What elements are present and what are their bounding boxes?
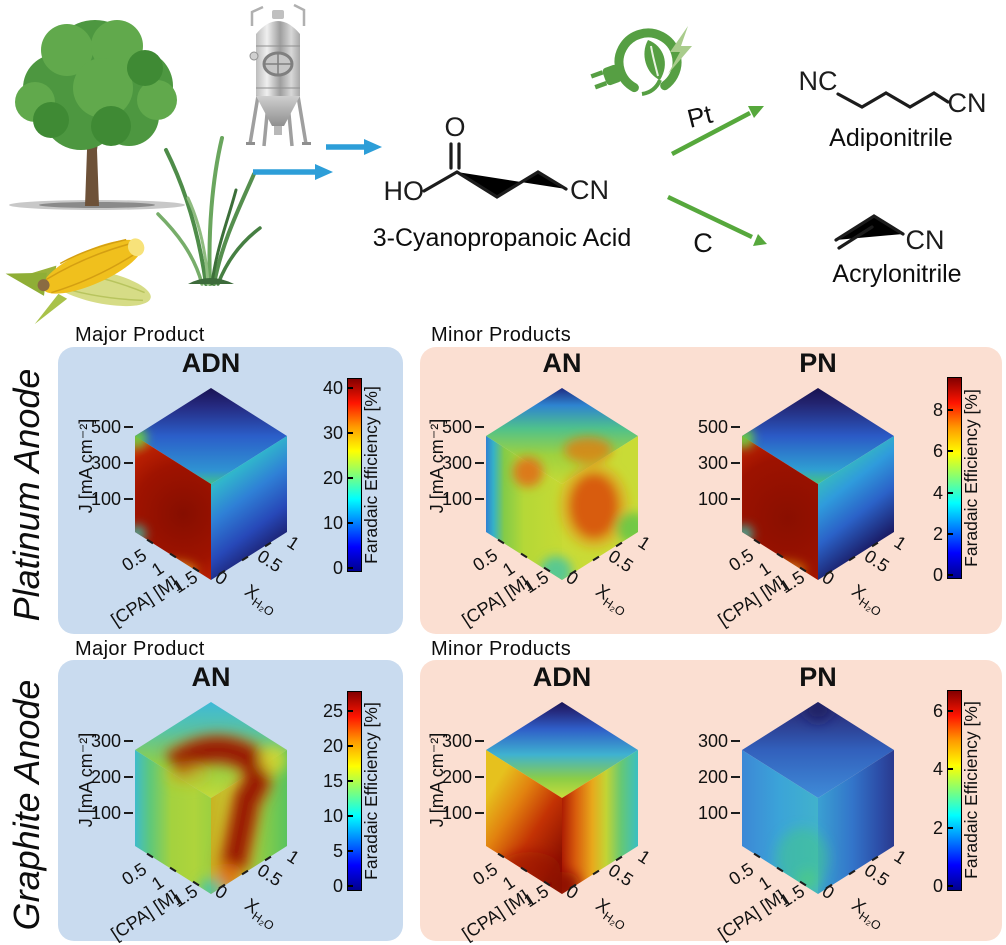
plot-pt-an: AN <box>412 348 682 630</box>
process-arrow-icon <box>253 139 382 180</box>
cpa-structure <box>422 142 568 199</box>
j-tick: 200 <box>90 767 121 787</box>
ho-label: HO <box>384 176 425 206</box>
colorbar-tick: 2 <box>932 818 943 838</box>
j-tick: 100 <box>441 489 472 509</box>
adiponitrile-structure <box>836 91 950 109</box>
j-tick: 200 <box>697 767 728 787</box>
j-tick: 100 <box>90 803 121 823</box>
acrylonitrile-structure <box>834 214 905 250</box>
biomass-to-nitriles-scheme: HO O CN 3-Cyanopropanoic Acid Pt C NC CN… <box>5 3 987 325</box>
plot-gr-adn: ADN <box>412 662 682 944</box>
colorbar-tick: 10 <box>322 806 343 826</box>
colorbar-tick: 30 <box>322 423 343 443</box>
colorbar-gr-minor: 6 4 2 0 Faradaic Efficiency [%] <box>917 690 1006 905</box>
j-axis-label: J [mA cm⁻²] <box>76 732 96 828</box>
acrylonitrile-name: Acrylonitrile <box>832 260 961 288</box>
tree-icon <box>9 20 185 210</box>
row-label-graphite-anode: Graphite Anode <box>6 679 47 931</box>
colorbar-gradient <box>947 377 962 579</box>
plot-gr-an: AN <box>61 662 331 944</box>
colorbar-tick: 0 <box>932 565 943 585</box>
plot-pt-pn: PN <box>668 348 938 630</box>
cpa-name: 3-Cyanopropanoic Acid <box>373 224 632 252</box>
colorbar-tick: 2 <box>932 524 943 544</box>
colorbar-label: Faradaic Efficiency [%] <box>961 701 981 879</box>
colorbar-tick: 8 <box>932 400 943 420</box>
colorbar-tick: 0 <box>932 876 943 896</box>
j-tick: 300 <box>441 453 472 473</box>
colorbar-tick: 4 <box>932 759 943 779</box>
j-tick: 500 <box>441 417 472 437</box>
j-axis-label: J [mA cm⁻²] <box>427 418 447 514</box>
fermenter-icon <box>246 3 311 147</box>
colorbar-label: Faradaic Efficiency [%] <box>361 702 381 880</box>
j-tick: 100 <box>441 803 472 823</box>
j-tick: 100 <box>697 489 728 509</box>
cn-label: CN <box>570 175 609 205</box>
plot-title: ADN <box>181 348 241 378</box>
colorbar-label: Faradaic Efficiency [%] <box>361 386 381 564</box>
colorbar-tick: 40 <box>322 378 343 398</box>
green-electricity-recycle-icon <box>590 26 692 96</box>
colorbar-pt-minor: 8 6 4 2 0 Faradaic Efficiency [%] <box>917 377 1006 592</box>
route-arrow-pt-icon <box>670 106 764 156</box>
j-tick: 300 <box>441 731 472 751</box>
route-arrow-c-icon <box>667 194 767 246</box>
colorbar-tick: 20 <box>322 736 343 756</box>
j-tick: 100 <box>697 803 728 823</box>
colorbar-tick: 6 <box>932 701 943 721</box>
j-tick: 300 <box>90 453 121 473</box>
j-axis-label: J [mA cm⁻²] <box>427 732 447 828</box>
plot-title: PN <box>799 348 837 378</box>
j-tick: 500 <box>697 417 728 437</box>
colorbar-tick: 5 <box>332 841 343 861</box>
panel-label-pt-major: Major Product <box>75 324 205 346</box>
c-catalyst-label: C <box>693 228 713 258</box>
plot-title: ADN <box>532 662 592 692</box>
j-tick: 300 <box>697 453 728 473</box>
plot-pt-adn: ADN <box>61 348 331 630</box>
colorbar-gradient <box>947 690 962 891</box>
panel-label-gr-minor: Minor Products <box>431 638 572 660</box>
plot-gr-pn: PN <box>668 662 938 944</box>
corn-icon <box>5 238 151 325</box>
grass-icon <box>156 136 262 286</box>
colorbar-gradient <box>347 691 362 891</box>
plot-title: AN <box>542 348 582 378</box>
lightning-icon <box>668 26 692 74</box>
plot-title: AN <box>191 662 231 692</box>
colorbar-gr-major: 25 20 15 10 5 0 Faradaic Efficiency [%] <box>317 691 413 906</box>
colorbar-tick: 20 <box>322 468 343 488</box>
j-axis-label: J [mA cm⁻²] <box>76 418 96 514</box>
j-tick: 300 <box>697 731 728 751</box>
colorbar-tick: 15 <box>322 771 343 791</box>
colorbar-tick: 10 <box>322 513 343 533</box>
cube-surface-pt-pn <box>742 388 894 580</box>
row-label-platinum-anode: Platinum Anode <box>6 368 47 622</box>
adiponitrile-name: Adiponitrile <box>829 124 953 152</box>
colorbar-tick: 0 <box>332 876 343 896</box>
j-tick: 100 <box>90 489 121 509</box>
j-tick: 500 <box>90 417 121 437</box>
colorbar-tick: 0 <box>332 558 343 578</box>
colorbar-tick: 25 <box>322 701 343 721</box>
colorbar-label: Faradaic Efficiency [%] <box>961 389 981 567</box>
colorbar-tick: 4 <box>932 483 943 503</box>
cube-surface-pt-an <box>486 388 638 580</box>
panel-label-pt-minor: Minor Products <box>431 324 572 346</box>
adn-cn-label: CN <box>948 88 987 118</box>
an-cn-label: CN <box>906 225 945 255</box>
o-label: O <box>444 112 465 142</box>
panel-label-gr-major: Major Product <box>75 638 205 660</box>
pt-catalyst-label: Pt <box>684 99 716 134</box>
j-tick: 300 <box>90 731 121 751</box>
adn-nc-label: NC <box>799 66 838 96</box>
plot-title: PN <box>799 662 837 692</box>
colorbar-tick: 6 <box>932 441 943 461</box>
colorbar-pt-major: 40 30 20 10 0 Faradaic Efficiency [%] <box>317 378 413 593</box>
j-tick: 200 <box>441 767 472 787</box>
